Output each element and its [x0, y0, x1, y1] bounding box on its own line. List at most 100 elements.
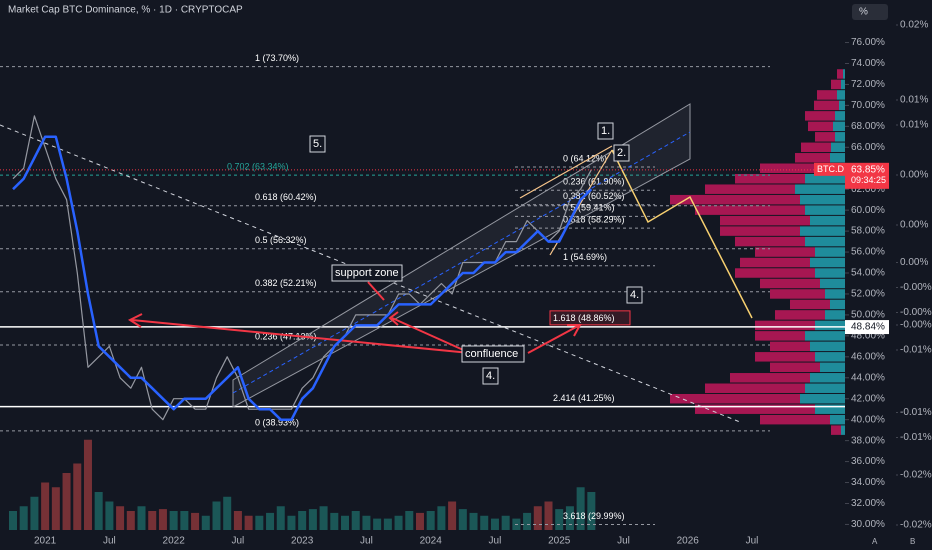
y-tick-label: 32.00%	[851, 498, 885, 509]
profile-up	[830, 414, 845, 425]
y-tick-label: 46.00%	[851, 351, 885, 362]
arrow	[131, 319, 471, 354]
profile-up	[810, 215, 845, 226]
unit-button[interactable]	[852, 4, 888, 20]
annotation-box	[626, 286, 643, 304]
volume-bar	[201, 515, 210, 530]
volume-bar	[19, 506, 28, 530]
corner-button[interactable]: A	[872, 537, 878, 546]
profile-down	[760, 278, 820, 289]
fib-label: 3.618 (29.99%)	[563, 511, 625, 521]
volume-bar	[373, 518, 382, 530]
y2-tick-label: -0.00%	[900, 307, 932, 318]
profile-down	[705, 184, 795, 194]
profile-up	[835, 111, 845, 121]
profile-up	[810, 257, 845, 268]
profile-up	[810, 341, 845, 352]
volume-bar	[469, 512, 478, 530]
profile-up	[815, 320, 845, 331]
line-tag-label: 48.84%	[851, 322, 885, 333]
profile-up	[820, 362, 845, 373]
annotation: 4.	[630, 289, 639, 301]
axes: 76.00%74.00%72.00%70.00%68.00%66.00%64.0…	[34, 20, 932, 547]
y-tick-label: 30.00%	[851, 519, 885, 530]
profile-up	[815, 352, 845, 362]
volume-bar	[437, 506, 446, 530]
profile-up	[837, 90, 845, 100]
volume-bar	[533, 506, 542, 530]
profile-down	[705, 383, 805, 393]
unit-button-label[interactable]: %	[859, 7, 868, 18]
volume-bar	[30, 496, 39, 530]
y-tick-label: 36.00%	[851, 456, 885, 467]
profile-up	[835, 132, 845, 142]
volume-bar	[51, 487, 60, 530]
profile-down	[755, 352, 815, 362]
profile-down	[770, 362, 820, 373]
profile-down	[831, 425, 841, 435]
annotation-box	[597, 122, 614, 140]
profile-down	[760, 414, 830, 425]
x-tick-label: 2025	[548, 536, 571, 547]
x-tick-label: 2026	[677, 536, 700, 547]
profile-up	[815, 247, 845, 257]
y2-tick-label: 0.01%	[900, 120, 928, 131]
line-tag	[845, 320, 889, 335]
y-tick-label: 34.00%	[851, 477, 885, 488]
fib-label: 0.618 (60.42%)	[255, 192, 317, 202]
annotation: 4.	[486, 370, 495, 382]
arrow-head	[567, 324, 582, 337]
volume-bar	[255, 515, 264, 530]
profile-down	[670, 393, 800, 404]
profile-down	[837, 69, 843, 79]
profile-down	[760, 163, 820, 173]
volume-bar	[148, 511, 157, 530]
x-tick-label: 2021	[34, 536, 57, 547]
profile-down	[755, 331, 805, 341]
y2-tick-label: -0.02%	[900, 470, 932, 481]
profile-down	[817, 90, 837, 100]
annotation-box	[613, 144, 630, 162]
moving-average	[12, 135, 593, 421]
volume-bar	[544, 501, 553, 530]
axis-background	[845, 0, 932, 550]
fib-label: 1 (54.69%)	[563, 252, 607, 262]
x-tick-label: Jul	[489, 536, 502, 547]
profile-up	[805, 173, 845, 184]
x-tick-label: Jul	[103, 536, 116, 547]
plot	[0, 115, 845, 421]
volume-bar	[330, 512, 339, 530]
profile-down	[808, 121, 833, 132]
profile-up	[815, 268, 845, 278]
profile-down	[790, 299, 830, 310]
profile-up	[841, 425, 845, 435]
volume-bar	[458, 509, 467, 530]
profile-up	[825, 289, 845, 299]
volume-bar	[308, 509, 317, 530]
y-tick-label: 52.00%	[851, 289, 885, 300]
annotation-box	[331, 264, 403, 282]
volume-bar	[287, 515, 296, 530]
profile-down	[735, 268, 815, 278]
x-tick-label: 2023	[291, 536, 314, 547]
profile-up	[805, 331, 845, 341]
volume-bar	[158, 509, 167, 530]
volume-bar	[383, 518, 392, 530]
y-tick-label: 66.00%	[851, 142, 885, 153]
volume-bar	[62, 473, 71, 530]
y-tick-label: 56.00%	[851, 247, 885, 258]
annotation: confluence	[465, 348, 518, 360]
volume-bar	[448, 501, 457, 530]
fib-label: 0.382 (52.21%)	[255, 278, 317, 288]
volume-bar	[501, 515, 510, 530]
volume-bar	[73, 463, 82, 530]
profile-down	[801, 142, 831, 153]
profile-down	[735, 173, 805, 184]
y-tick-label: 60.00%	[851, 205, 885, 216]
profile-down	[720, 226, 800, 236]
profile-up	[841, 79, 845, 90]
corner-button[interactable]: B	[910, 537, 915, 546]
y-tick-label: 74.00%	[851, 58, 885, 69]
profile-up	[805, 205, 845, 215]
